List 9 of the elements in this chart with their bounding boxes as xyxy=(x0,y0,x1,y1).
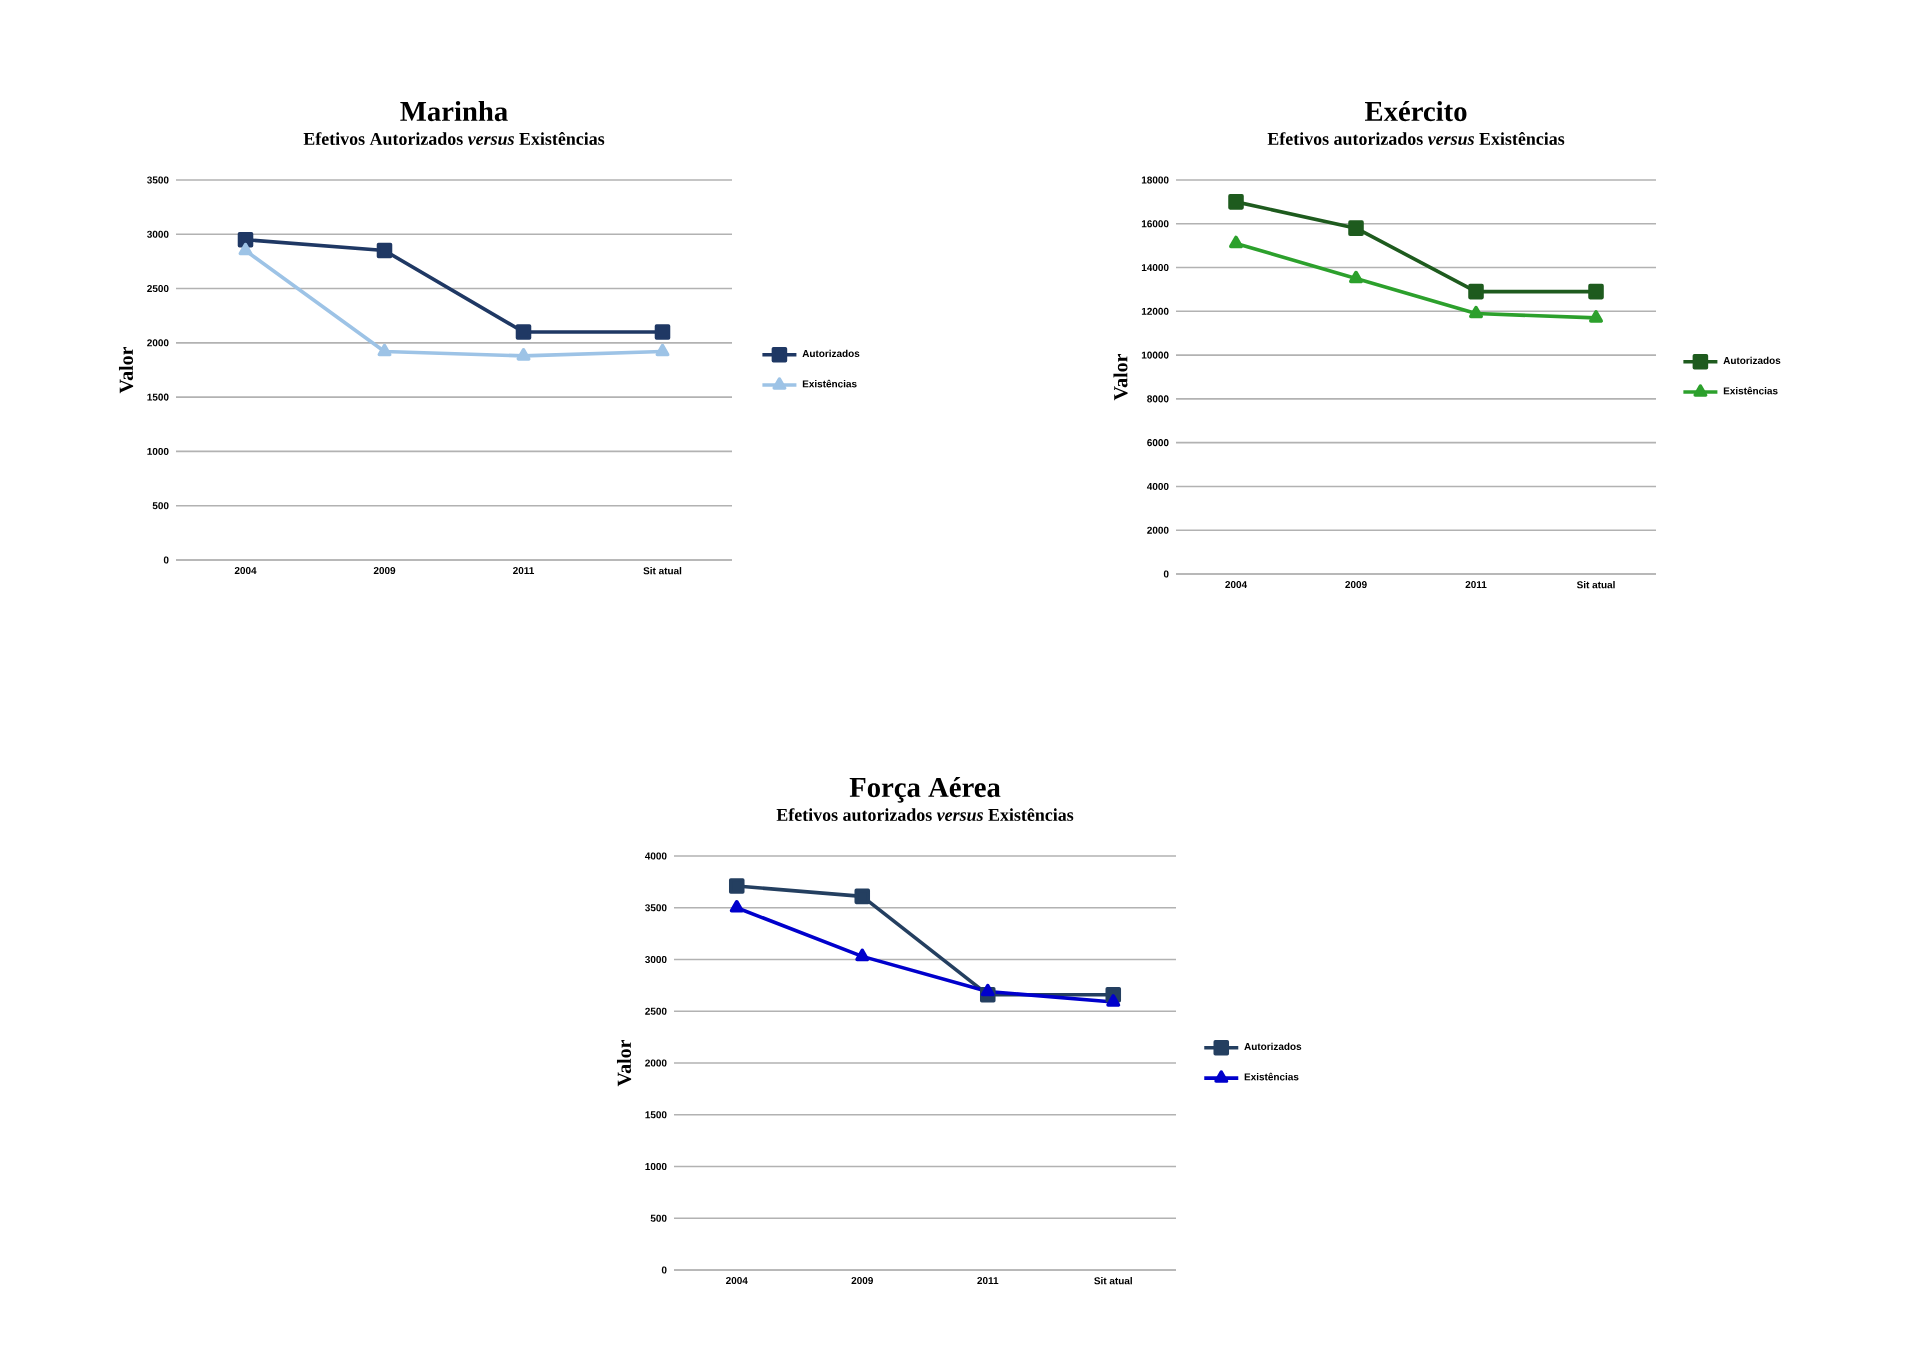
y-axis-title: Valor xyxy=(118,346,134,394)
chart-title: Força Aérea xyxy=(849,776,1001,803)
chart-subtitle: Efetivos autorizados versus Existências xyxy=(1267,132,1565,145)
chart-subtitle: Efetivos Autorizados versus Existências xyxy=(303,132,605,145)
chart-subtitle: Efetivos autorizados versus Existências xyxy=(776,808,1074,821)
chart-title: Marinha xyxy=(400,100,508,122)
y-axis-title: Valor xyxy=(1113,353,1128,401)
y-axis-title: Valor xyxy=(616,1039,632,1087)
chart-title: Exército xyxy=(1364,100,1467,122)
